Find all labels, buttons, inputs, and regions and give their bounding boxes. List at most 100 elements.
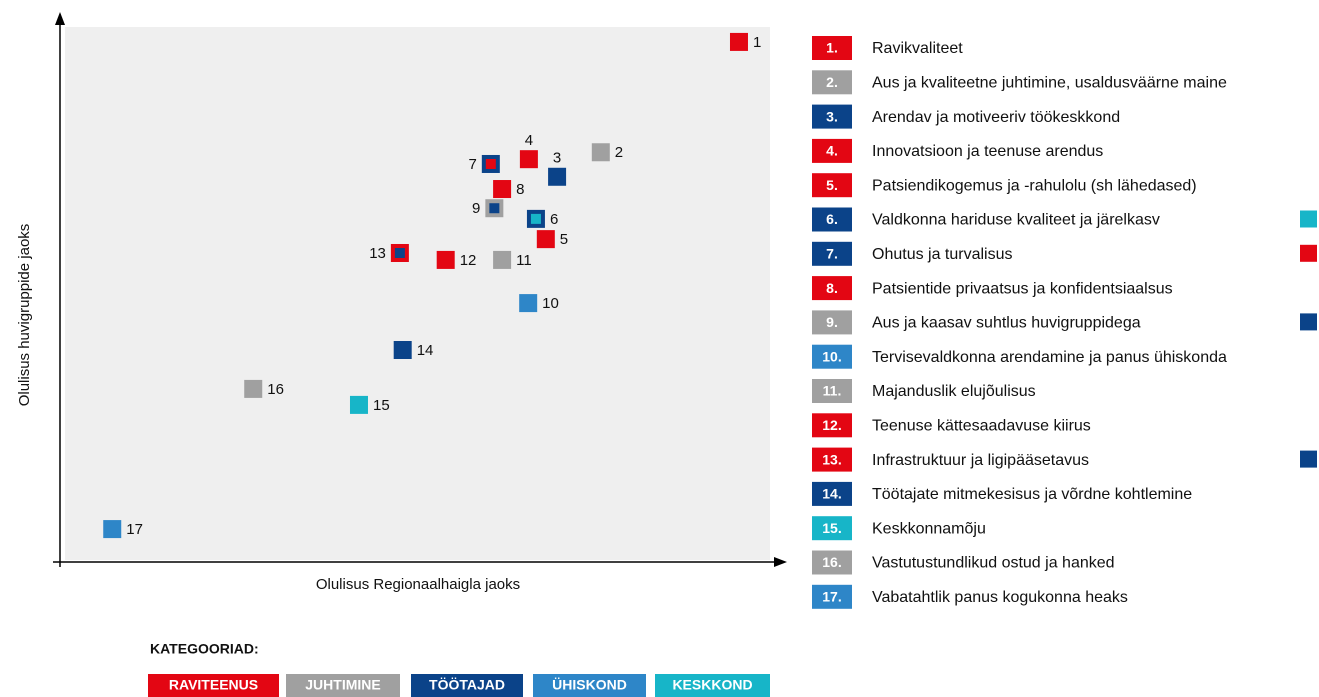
point-label: 11	[516, 252, 532, 269]
point-label: 16	[267, 381, 284, 398]
point-label: 3	[553, 150, 561, 167]
legend-side-marker	[1300, 244, 1317, 262]
point-label: 1	[753, 34, 761, 51]
point-label: 13	[369, 245, 386, 262]
legend-text: Patsientide privaatsus ja konfidentsiaal…	[872, 280, 1173, 297]
legend-text: Valdkonna hariduse kvaliteet ja järelkas…	[872, 212, 1160, 229]
legend-swatch	[812, 516, 852, 541]
legend-number: 7.	[826, 246, 838, 262]
legend-text: Ohutus ja turvalisus	[872, 246, 1013, 263]
point-label: 2	[615, 144, 623, 161]
point-marker	[493, 180, 512, 199]
point-marker	[519, 150, 538, 169]
legend-swatch	[812, 276, 852, 301]
legend-swatch	[812, 344, 852, 369]
point-marker	[493, 250, 512, 269]
category-label: JUHTIMINE	[305, 677, 380, 693]
legend-number: 14.	[822, 486, 841, 502]
legend-side-marker	[1300, 210, 1317, 228]
legend-text: Teenuse kättesaadavuse kiirus	[872, 418, 1091, 435]
legend-swatch	[812, 310, 852, 335]
legend-text: Patsiendikogemus ja -rahulolu (sh läheda…	[872, 177, 1197, 194]
legend-text: Majanduslik elujõulisus	[872, 383, 1036, 400]
legend-text: Ravikvaliteet	[872, 40, 963, 57]
legend-side-marker	[1300, 450, 1317, 468]
legend-swatch	[812, 138, 852, 163]
point-marker	[519, 294, 538, 313]
plot-area	[65, 27, 770, 560]
point-marker	[103, 520, 122, 539]
legend-number: 8.	[826, 280, 838, 296]
point-inner-marker	[530, 213, 541, 224]
point-marker	[349, 395, 368, 414]
point-inner-marker	[394, 247, 405, 258]
legend-text: Aus ja kvaliteetne juhtimine, usaldusvää…	[872, 75, 1227, 92]
y-arrow	[55, 12, 65, 25]
legend-side-marker	[1300, 313, 1317, 331]
point-label: 5	[560, 231, 568, 248]
legend-number: 4.	[826, 143, 838, 159]
legend-swatch	[812, 36, 852, 60]
category-box	[533, 674, 646, 697]
legend-number: 5.	[826, 177, 838, 193]
legend-swatch	[812, 413, 852, 438]
legend-swatch	[812, 241, 852, 266]
point-inner-marker	[485, 158, 496, 169]
x-arrow	[774, 557, 787, 567]
legend-number: 6.	[826, 211, 838, 227]
category-box	[411, 674, 523, 697]
point-label: 7	[468, 156, 476, 173]
legend-number: 13.	[822, 451, 841, 467]
categories-title: KATEGOORIAD:	[150, 641, 259, 657]
category-label: TÖÖTAJAD	[429, 677, 505, 693]
legend-number: 11.	[823, 383, 842, 399]
legend-text: Innovatsioon ja teenuse arendus	[872, 143, 1103, 160]
legend-number: 17.	[822, 589, 841, 605]
legend-text: Vastutustundlikud ostud ja hanked	[872, 555, 1115, 572]
category-box	[286, 674, 400, 697]
legend-swatch	[812, 550, 852, 575]
point-label: 14	[417, 342, 434, 359]
category-box	[148, 674, 279, 697]
legend-swatch	[812, 104, 852, 129]
legend-swatch	[812, 379, 852, 403]
legend-text: Arendav ja motiveeriv töökeskkond	[872, 109, 1120, 126]
point-label: 10	[542, 295, 559, 312]
point-label: 4	[525, 132, 533, 149]
point-label: 15	[373, 397, 390, 414]
legend-number: 12.	[822, 417, 841, 433]
legend-number: 3.	[826, 108, 838, 124]
point-marker	[548, 167, 567, 186]
point-marker	[393, 340, 412, 359]
point-label: 9	[472, 200, 480, 217]
point-label: 6	[550, 211, 558, 228]
legend-text: Infrastruktuur ja ligipääsetavus	[872, 452, 1089, 469]
y-axis-label: Olulisus huvigruppide jaoks	[16, 224, 33, 407]
legend-swatch	[812, 447, 852, 472]
point-label: 8	[516, 181, 524, 198]
point-marker	[244, 379, 263, 398]
legend-number: 1.	[826, 40, 838, 56]
category-box	[655, 674, 770, 697]
legend-text: Vabatahtlik panus kogukonna heaks	[872, 589, 1128, 606]
legend-swatch	[812, 70, 852, 95]
legend-text: Töötajate mitmekesisus ja võrdne kohtlem…	[872, 486, 1192, 503]
point-inner-marker	[489, 203, 500, 214]
legend-number: 2.	[826, 74, 838, 90]
category-label: RAVITEENUS	[169, 677, 258, 693]
point-label: 17	[126, 521, 143, 538]
legend-number: 16.	[822, 554, 841, 570]
legend-swatch	[812, 481, 852, 506]
legend-text: Tervisevaldkonna arendamine ja panus ühi…	[872, 349, 1227, 366]
legend-swatch	[812, 173, 852, 198]
legend-number: 15.	[822, 520, 841, 536]
point-label: 12	[460, 252, 477, 269]
legend-text: Keskkonnamõju	[872, 520, 986, 537]
x-axis-label: Olulisus Regionaalhaigla jaoks	[316, 576, 520, 593]
legend-number: 10.	[822, 348, 841, 364]
category-label: ÜHISKOND	[552, 677, 627, 693]
legend-swatch	[812, 207, 852, 232]
legend-number: 9.	[826, 314, 838, 330]
point-marker	[729, 32, 748, 51]
